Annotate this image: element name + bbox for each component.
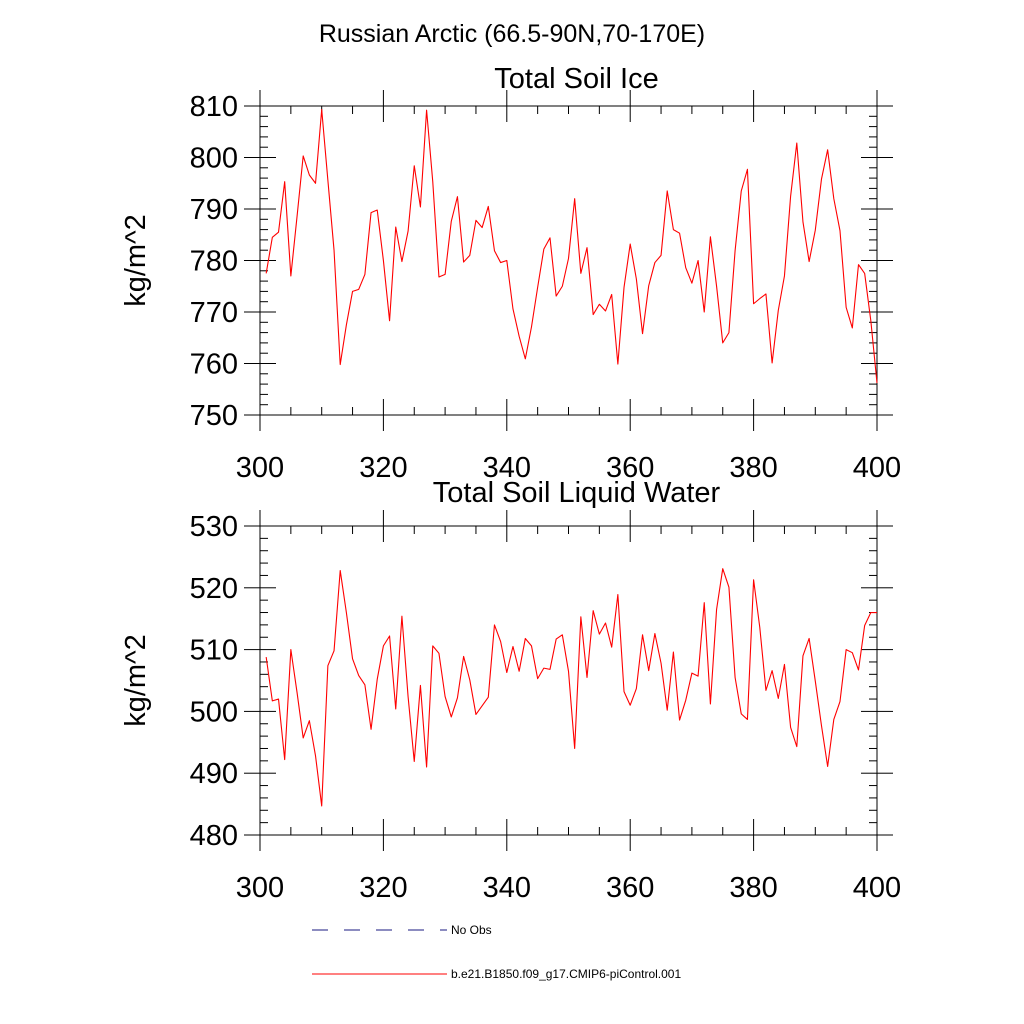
x-tick-label: 400 xyxy=(853,452,901,484)
y-tick-label: 790 xyxy=(190,194,238,226)
chart-title: Total Soil Liquid Water xyxy=(433,477,721,509)
y-tick-label: 530 xyxy=(190,511,238,543)
panels: Total Soil Ice 750 760 770 780 790 800 810 300 32… xyxy=(120,63,901,904)
figure-title: Russian Arctic (66.5-90N,70-170E) xyxy=(319,20,705,48)
y-tick-label: 780 xyxy=(190,246,238,278)
x-tick-label: 360 xyxy=(606,452,654,484)
series-line-1 xyxy=(265,109,878,384)
y-tick-label: 800 xyxy=(190,143,238,175)
y-axis-label: kg/m^2 xyxy=(120,214,152,307)
chart-title: Total Soil Ice xyxy=(494,63,658,95)
legend-item-1: No Obs xyxy=(312,923,492,937)
y-tick-label: 520 xyxy=(190,573,238,605)
y-tick-label: 770 xyxy=(190,297,238,329)
y-tick-label: 510 xyxy=(190,635,238,667)
y-tick-label: 480 xyxy=(190,820,238,852)
chart-panel-1: Total Soil Ice 750 760 770 780 790 800 810 300 32… xyxy=(120,63,901,484)
y-tick-label: 750 xyxy=(190,400,238,432)
x-tick-label: 320 xyxy=(359,452,407,484)
x-tick-label: 380 xyxy=(729,872,777,904)
chart-panel-2: Total Soil Liquid Water 480 490 500 510 520 53… xyxy=(120,477,901,904)
x-tick-label: 300 xyxy=(236,452,284,484)
x-tick-label: 300 xyxy=(236,872,284,904)
x-tick-label: 340 xyxy=(483,872,531,904)
x-tick-label: 400 xyxy=(853,872,901,904)
legend-label: No Obs xyxy=(451,923,492,937)
x-tick-label: 340 xyxy=(483,452,531,484)
y-tick-label: 760 xyxy=(190,349,238,381)
y-axis-label: kg/m^2 xyxy=(120,634,152,727)
x-tick-label: 320 xyxy=(359,872,407,904)
x-tick-label: 380 xyxy=(729,452,777,484)
plot-frame xyxy=(259,525,878,836)
legend: No Obs b.e21.B1850.f09_g17.CMIP6-piContro… xyxy=(312,923,681,981)
legend-label: b.e21.B1850.f09_g17.CMIP6-piControl.001 xyxy=(451,967,681,981)
legend-item-2: b.e21.B1850.f09_g17.CMIP6-piControl.001 xyxy=(312,967,681,981)
y-tick-label: 490 xyxy=(190,758,238,790)
y-tick-label: 500 xyxy=(190,696,238,728)
y-tick-label: 810 xyxy=(190,91,238,123)
series-line-1 xyxy=(265,568,877,807)
x-tick-label: 360 xyxy=(606,872,654,904)
